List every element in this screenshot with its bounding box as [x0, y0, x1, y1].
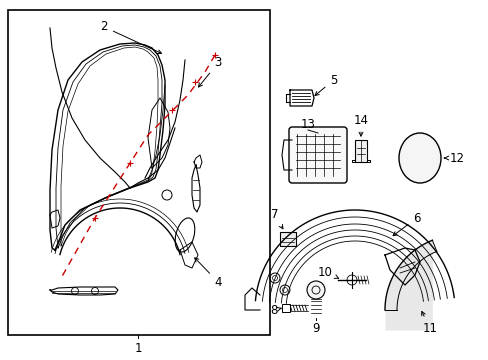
Text: 2: 2 [101, 21, 161, 54]
Text: 9: 9 [312, 321, 319, 334]
Text: 11: 11 [421, 311, 437, 334]
Text: 8: 8 [270, 303, 281, 316]
Text: 6: 6 [392, 211, 420, 236]
Bar [280, 232, 295, 246]
Ellipse shape [398, 133, 440, 183]
Circle shape [306, 281, 325, 299]
Text: 14: 14 [353, 113, 368, 136]
Text: 5: 5 [314, 73, 337, 95]
Bar [8, 10, 269, 335]
Text: 4: 4 [194, 258, 221, 288]
Bar [354, 140, 366, 162]
Text: 7: 7 [270, 208, 283, 229]
Text: 12: 12 [444, 152, 464, 165]
Text: 10: 10 [318, 266, 338, 279]
Text: 1: 1 [134, 342, 142, 355]
FancyBboxPatch shape [288, 127, 346, 183]
Text: 3: 3 [198, 57, 221, 87]
Text: 13: 13 [300, 118, 315, 131]
Bar [282, 304, 289, 312]
